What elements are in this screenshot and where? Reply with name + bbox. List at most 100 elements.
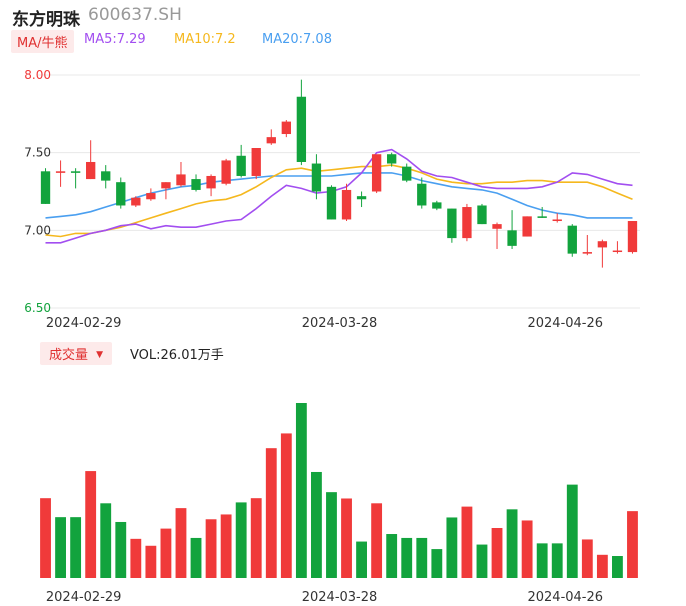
candle [522, 216, 532, 237]
ma20-line [45, 172, 633, 219]
volume-bar [341, 498, 352, 578]
candle-body [402, 166, 412, 181]
volume-bar [612, 556, 623, 578]
candle-body [311, 163, 322, 192]
volume-bar [521, 520, 533, 578]
candle [477, 203, 487, 225]
volume-bar [551, 543, 563, 578]
volume-bar [536, 543, 548, 578]
candle [131, 196, 141, 208]
candle [432, 200, 442, 211]
x-tick-label: 2024-02-29 [46, 590, 122, 605]
candle-body [116, 182, 126, 206]
candle [116, 177, 126, 209]
candle [627, 221, 638, 254]
volume-bar [371, 503, 383, 578]
volume-bar [190, 537, 202, 578]
volume-bar [55, 517, 66, 578]
candle-body [191, 179, 201, 190]
candle-body [567, 225, 577, 254]
volume-bar [326, 492, 337, 578]
candle-body [612, 250, 623, 253]
ma10-line [45, 164, 633, 238]
candle [582, 234, 592, 256]
candle-body [582, 252, 592, 254]
volume-indicator-selector[interactable]: 成交量 ▼ [40, 342, 113, 365]
volume-bar [160, 528, 172, 578]
candle [296, 79, 307, 166]
ma5-line [45, 148, 633, 244]
candle [40, 168, 51, 204]
candle [567, 224, 577, 257]
y-tick-label: 6.50 [24, 301, 51, 315]
volume-bar [100, 503, 112, 578]
candle [387, 152, 397, 167]
candle-body [477, 205, 487, 225]
volume-bar [280, 433, 292, 578]
candle-body [176, 174, 186, 186]
candle [552, 213, 562, 223]
x-tick-label: 2024-03-28 [302, 590, 378, 605]
candle [266, 129, 276, 145]
candle-body [417, 183, 427, 206]
candle [507, 210, 517, 249]
candle-body [146, 193, 156, 200]
candle-body [371, 154, 382, 192]
candle-body [341, 189, 352, 220]
y-tick-label: 7.00 [24, 223, 51, 237]
volume-bar [130, 538, 142, 578]
candle [221, 158, 231, 186]
ma-indicator-selector[interactable]: MA/牛熊 [11, 30, 74, 53]
volume-bar [145, 545, 157, 578]
candle-body [266, 137, 276, 144]
candle [462, 203, 472, 242]
candle-body [206, 175, 216, 189]
candle-body [552, 219, 562, 222]
candle [55, 160, 66, 187]
volume-bar [265, 448, 277, 578]
volume-bar [431, 549, 443, 578]
volume-bar [250, 498, 262, 578]
volume-bar [566, 484, 578, 578]
volume-bar [446, 517, 458, 578]
candle-body [101, 171, 111, 181]
candle-body [236, 155, 246, 176]
candle-body [55, 171, 66, 173]
volume-bar [476, 544, 488, 578]
volume-tag-label: 成交量 [49, 348, 89, 363]
candle [251, 148, 261, 180]
candle [341, 183, 352, 222]
candle [612, 241, 623, 254]
candle-body [627, 221, 638, 253]
y-tick-label: 8.00 [24, 68, 51, 82]
stock-code: 600637.SH [88, 5, 182, 25]
candle-body [70, 171, 81, 173]
candle-body [251, 148, 261, 176]
candle [101, 165, 111, 189]
volume-readout: VOL:26.01万手 [130, 348, 224, 363]
x-tick-label: 2024-03-28 [302, 316, 378, 331]
chevron-down-icon: ▼ [96, 350, 104, 360]
volume-bar [311, 471, 322, 578]
candle [597, 239, 608, 268]
candle-body [507, 230, 517, 246]
candle-body [281, 121, 291, 135]
candle-body [522, 216, 532, 237]
volume-bar [175, 508, 187, 578]
volume-bar [401, 537, 413, 578]
candle [161, 182, 171, 200]
y-tick-label: 7.50 [24, 146, 51, 160]
volume-bar [220, 514, 232, 578]
candle [176, 161, 186, 187]
volume-bar [85, 471, 97, 578]
volume-bar [416, 537, 428, 578]
volume-bar [506, 509, 518, 578]
volume-bar [491, 528, 503, 578]
candle [236, 144, 246, 178]
candle [86, 140, 96, 180]
candle-body [131, 197, 141, 206]
candle [70, 168, 81, 189]
candle-body [432, 202, 442, 209]
candle-body [86, 161, 96, 180]
